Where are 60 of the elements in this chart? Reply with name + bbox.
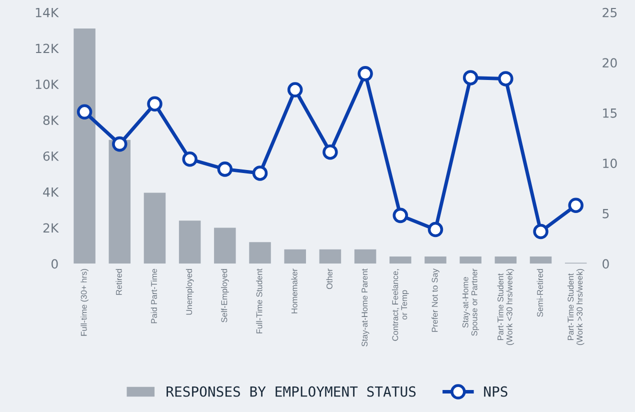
x-tick-label: Part-Time Student (Work <30 hrs/week): [497, 269, 514, 345]
y-tick-label: 10K: [36, 80, 59, 90]
point: [252, 166, 268, 181]
y2-tick-label: 0: [602, 259, 609, 269]
y-tick-label: 2K: [43, 223, 59, 233]
bar: [144, 192, 166, 264]
point: [112, 136, 128, 152]
point: [322, 144, 338, 160]
point: [182, 151, 198, 167]
x-tick-label: Full-time (30+ hrs): [80, 269, 88, 336]
point: [498, 71, 514, 86]
legend-label: NPS: [484, 386, 508, 397]
bar: [74, 28, 96, 264]
y-tick-label: 8K: [43, 116, 59, 125]
y2-tick-label: 25: [602, 8, 617, 18]
x-tick-label: Stay-at-Home Parent: [362, 268, 370, 346]
bar: [249, 242, 271, 264]
x-tick-label: Full-Time Student: [256, 268, 262, 334]
point: [462, 70, 478, 86]
bar: [494, 256, 517, 264]
x-tick-label: Unemployed: [186, 269, 194, 315]
point: [287, 82, 303, 98]
bar: [214, 228, 236, 264]
point: [147, 96, 162, 112]
y-tick-label: 4K: [43, 188, 59, 197]
point: [358, 66, 373, 82]
y-tick-label: 0: [52, 259, 58, 269]
x-tick-label: Self-Employed: [221, 269, 229, 322]
bar: [530, 256, 552, 264]
x-tick-label: Homemaker: [291, 268, 298, 314]
y2-tick-label: 10: [603, 158, 617, 168]
x-tick-label: Prefer Not to Say: [432, 268, 440, 332]
legend-label: RESPONSES BY EMPLOYMENT STATUS: [166, 386, 416, 397]
bar: [460, 256, 482, 264]
bar: [319, 249, 342, 264]
point: [533, 224, 548, 240]
x-tick-label: Part-Time Student (Work >30 hrs/week): [567, 269, 584, 345]
point: [76, 104, 92, 120]
x-tick-label: Contract, Feelance, or Temp: [392, 269, 409, 341]
bar: [424, 256, 446, 264]
y-tick-label: 14K: [36, 8, 59, 18]
x-tick-label: Other: [326, 268, 332, 289]
point: [217, 162, 233, 177]
x-tick-label: Stay-at-Home Spouse or Partner: [462, 268, 479, 336]
y-tick-label: 12K: [36, 44, 59, 54]
bar: [284, 249, 306, 264]
bar: [354, 249, 376, 264]
point: [428, 222, 444, 238]
y-tick-label: 6K: [43, 151, 59, 161]
bar: [390, 256, 412, 264]
bar: [108, 140, 131, 264]
y2-tick-label: 5: [602, 209, 609, 218]
bar: [178, 220, 201, 264]
y2-tick-label: 15: [603, 108, 617, 118]
point: [568, 198, 584, 214]
point: [392, 208, 408, 224]
x-tick-label: Semi-Retired: [536, 269, 543, 317]
y2-tick-label: 20: [602, 58, 617, 68]
x-tick-label: Paid Part-Time: [150, 268, 157, 324]
x-tick-label: Retired: [116, 269, 122, 295]
